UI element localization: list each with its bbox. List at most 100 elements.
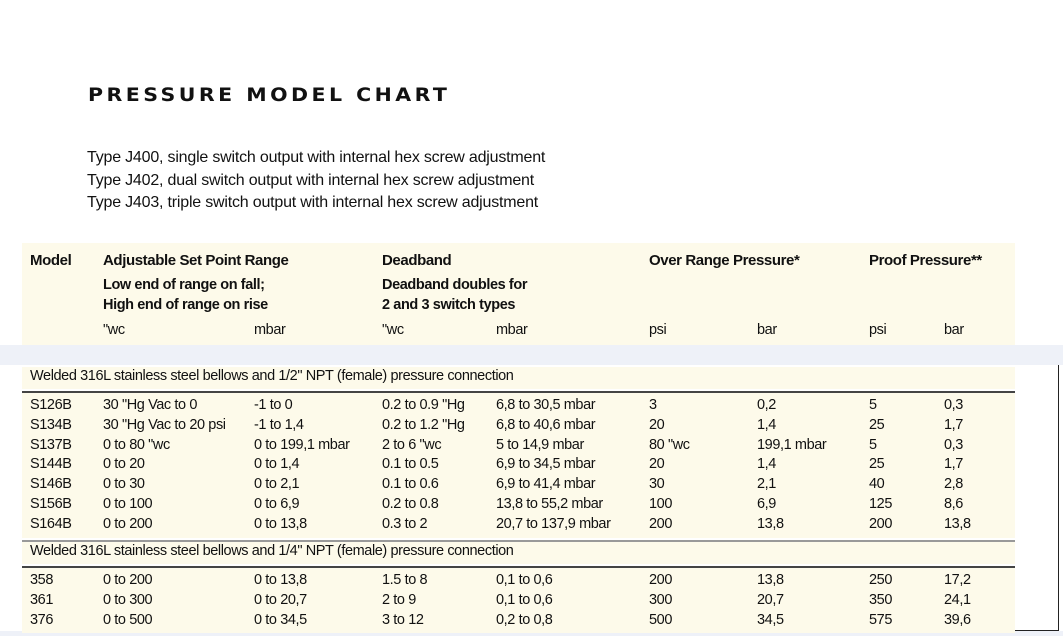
table-cell: 200 <box>869 515 892 532</box>
table-cell: 2 to 6 "wc <box>382 436 442 453</box>
unit-label: "wc <box>103 322 125 338</box>
table-cell: 0 to 13,8 <box>254 515 307 532</box>
table-cell: 39,6 <box>944 611 971 628</box>
table-cell: 2,1 <box>757 476 776 493</box>
bottom-strip <box>0 631 1063 636</box>
model-cell: S144B <box>30 456 72 473</box>
section-label: Welded 316L stainless steel bellows and … <box>30 368 514 384</box>
table-cell: 0 to 80 "wc <box>103 436 170 453</box>
table-cell: 40 <box>869 476 885 493</box>
table-cell: 350 <box>869 591 892 608</box>
table-cell: 300 <box>649 591 672 608</box>
table-cell: 6,9 to 41,4 mbar <box>496 476 596 493</box>
table-cell: 500 <box>649 611 672 628</box>
table-cell: 30 <box>649 476 665 493</box>
table-cell: 199,1 mbar <box>757 436 827 453</box>
table-cell: 1,4 <box>757 456 776 473</box>
table-cell: 200 <box>649 572 672 588</box>
unit-label: mbar <box>254 322 286 338</box>
table-cell: 0,1 to 0,6 <box>496 572 553 588</box>
table-cell: 20 <box>649 456 665 473</box>
table-cell: 24,1 <box>944 591 971 608</box>
table-cell: 1,7 <box>944 416 963 433</box>
table-cell: 25 <box>869 456 885 473</box>
table-cell: 13,8 <box>757 515 784 532</box>
table-cell: 0.2 to 0.8 <box>382 496 439 512</box>
divider <box>22 539 1015 543</box>
model-cell: 361 <box>30 591 53 608</box>
unit-label: psi <box>869 322 887 338</box>
table-cell: 30 "Hg Vac to 20 psi <box>103 416 226 433</box>
model-cell: S126B <box>30 397 72 413</box>
page-title: PRESSURE MODEL CHART <box>88 84 451 106</box>
section-label: Welded 316L stainless steel bellows and … <box>30 543 514 559</box>
table-cell: 250 <box>869 572 892 588</box>
table-cell: 0 to 1,4 <box>254 456 300 473</box>
header-setpoint: Adjustable Set Point Range <box>103 252 289 269</box>
table-cell: 0.1 to 0.5 <box>382 456 439 473</box>
model-cell: 358 <box>30 572 53 588</box>
table-cell: 34,5 <box>757 611 784 628</box>
separator-strip <box>0 345 1063 365</box>
divider <box>22 391 1015 393</box>
unit-label: psi <box>649 322 667 338</box>
model-cell: S146B <box>30 476 72 493</box>
unit-label: bar <box>944 322 964 338</box>
table-cell: 13,8 to 55,2 mbar <box>496 496 603 512</box>
table-header <box>22 243 1015 345</box>
table-cell: 3 to 12 <box>382 611 424 628</box>
table-cell: 5 to 14,9 mbar <box>496 436 584 453</box>
header-setpoint-sub1: Low end of range on fall; <box>103 277 265 293</box>
table-cell: 0,3 <box>944 436 963 453</box>
table-cell: 0 to 13,8 <box>254 572 307 588</box>
table-cell: 0 to 100 <box>103 496 153 512</box>
table-cell: 6,9 to 34,5 mbar <box>496 456 596 473</box>
header-model: Model <box>30 252 72 269</box>
table-cell: 6,8 to 30,5 mbar <box>496 397 596 413</box>
table-cell: 575 <box>869 611 892 628</box>
table-cell: 100 <box>649 496 672 512</box>
table-cell: 8,6 <box>944 496 963 512</box>
unit-label: mbar <box>496 322 528 338</box>
table-cell: 0 to 30 <box>103 476 145 493</box>
table-cell: 2,8 <box>944 476 963 493</box>
section-label-band <box>22 542 1015 564</box>
header-overrange: Over Range Pressure* <box>649 252 800 269</box>
unit-label: "wc <box>382 322 404 338</box>
table-cell: 5 <box>869 397 877 413</box>
table-cell: -1 to 1,4 <box>254 416 304 433</box>
table-cell: 0,2 <box>757 397 776 413</box>
unit-label: bar <box>757 322 777 338</box>
table-cell: 0 to 2,1 <box>254 476 300 493</box>
divider <box>22 566 1015 568</box>
table-cell: 0,3 <box>944 397 963 413</box>
table-cell: 30 "Hg Vac to 0 <box>103 397 197 413</box>
table-cell: 3 <box>649 397 657 413</box>
table-cell: 0.2 to 0.9 "Hg <box>382 397 465 413</box>
table-cell: 200 <box>649 515 672 532</box>
table-cell: 0,2 to 0,8 <box>496 611 553 628</box>
header-deadband-sub2: 2 and 3 switch types <box>382 297 516 313</box>
table-cell: 2 to 9 <box>382 591 416 608</box>
intro-line: Type J402, dual switch output with inter… <box>87 171 534 189</box>
table-cell: 0 to 200 <box>103 515 153 532</box>
model-cell: S156B <box>30 496 72 512</box>
table-cell: 0 to 199,1 mbar <box>254 436 350 453</box>
table-cell: 0 to 500 <box>103 611 153 628</box>
table-cell: 6,8 to 40,6 mbar <box>496 416 596 433</box>
table-cell: 0 to 34,5 <box>254 611 307 628</box>
table-cell: 0,1 to 0,6 <box>496 591 553 608</box>
table-cell: 17,2 <box>944 572 971 588</box>
table-cell: 0.2 to 1.2 "Hg <box>382 416 465 433</box>
intro-line: Type J403, triple switch output with int… <box>87 194 539 211</box>
table-cell: 0 to 20,7 <box>254 591 307 608</box>
model-cell: S137B <box>30 436 72 453</box>
table-cell: 0 to 200 <box>103 572 153 588</box>
table-cell: 5 <box>869 436 877 453</box>
model-cell: S164B <box>30 515 72 532</box>
table-cell: 80 "wc <box>649 436 690 453</box>
table-cell: 20,7 <box>757 591 784 608</box>
model-cell: S134B <box>30 416 72 433</box>
table-cell: 0.3 to 2 <box>382 515 428 532</box>
table-cell: 0 to 20 <box>103 456 145 473</box>
